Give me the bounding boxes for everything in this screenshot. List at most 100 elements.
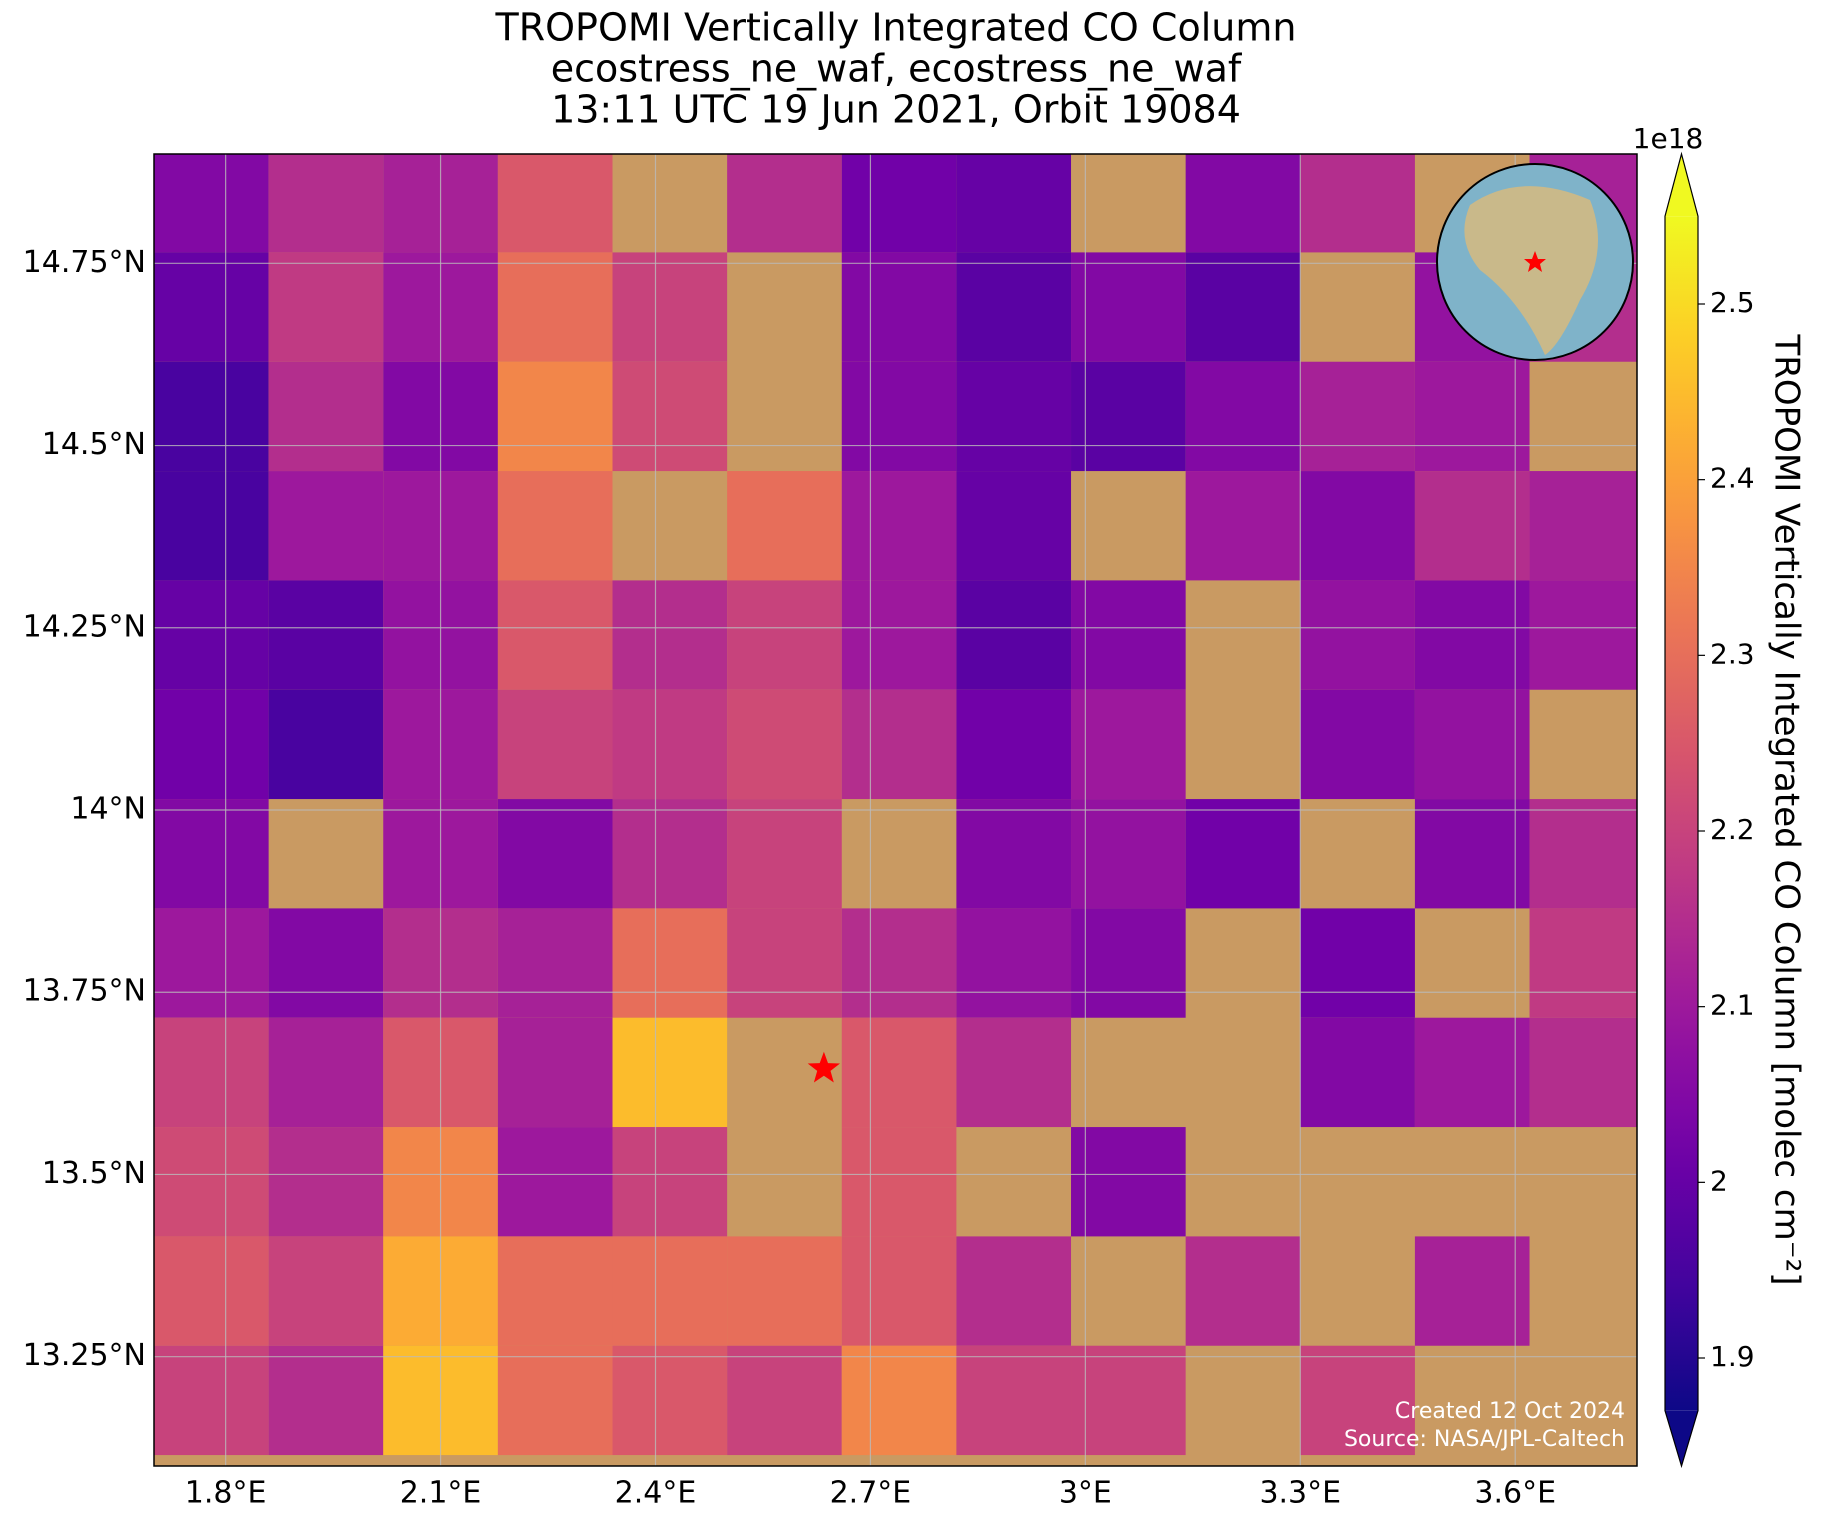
cell (497, 1017, 613, 1128)
cell (956, 154, 1072, 253)
cell (1300, 580, 1415, 690)
x-tick-label: 2.1°E (400, 1476, 482, 1511)
cell (1414, 580, 1530, 690)
cell (841, 1127, 957, 1237)
cell (1185, 799, 1301, 909)
cell (612, 908, 728, 1018)
cell (497, 1345, 613, 1456)
cell (956, 1236, 1072, 1346)
cell (268, 471, 384, 581)
grid (154, 154, 1637, 1466)
cell (612, 1017, 728, 1128)
cell (841, 689, 957, 800)
colorbar-tick-label: 2.3 (1710, 637, 1755, 670)
cell (727, 689, 842, 800)
cell (727, 1236, 842, 1346)
cell (841, 361, 957, 472)
cell (612, 689, 728, 800)
cell (841, 1236, 957, 1346)
cell (956, 580, 1072, 690)
cell (1414, 799, 1530, 909)
cell (497, 689, 613, 800)
cell (1300, 361, 1415, 472)
cell (497, 1127, 613, 1237)
cell (612, 252, 728, 362)
cell (154, 908, 269, 1018)
cell (1071, 252, 1186, 362)
cell (268, 1017, 384, 1128)
cell (612, 1236, 728, 1346)
y-tick-label: 14.5°N (42, 427, 146, 462)
cell (154, 1236, 269, 1346)
cell (727, 154, 842, 253)
cell (1529, 799, 1637, 909)
cell (727, 471, 842, 581)
cell (154, 1345, 269, 1456)
cell (268, 1236, 384, 1346)
colorbar-tick-label: 2.2 (1710, 813, 1755, 846)
colorbar-tick-label: 1.9 (1710, 1340, 1755, 1373)
site-marker (807, 1051, 840, 1083)
cell (1185, 471, 1301, 581)
cell (268, 252, 384, 362)
cell (1185, 154, 1301, 253)
cell (841, 580, 957, 690)
cell (841, 471, 957, 581)
cell (497, 580, 613, 690)
cell (841, 908, 957, 1018)
cell (497, 361, 613, 472)
cell (956, 799, 1072, 909)
cell (1414, 471, 1530, 581)
cell (154, 1127, 269, 1237)
cell (1300, 1017, 1415, 1128)
cell (841, 154, 957, 253)
colorbar-extend (1665, 154, 1698, 217)
cell (727, 1345, 842, 1456)
cell (497, 908, 613, 1018)
cell (841, 252, 957, 362)
cell (1071, 689, 1186, 800)
cell (1414, 361, 1530, 472)
x-tick-label: 3.3°E (1259, 1476, 1341, 1511)
cell (956, 471, 1072, 581)
colorbar-tick-label: 2.4 (1710, 462, 1755, 495)
cell (154, 252, 269, 362)
cell (154, 799, 269, 909)
cell (1300, 154, 1415, 253)
y-tick-label: 14°N (70, 792, 146, 827)
cell (1529, 908, 1637, 1018)
credit: Created 12 Oct 2024 (1395, 1399, 1625, 1424)
cell (154, 471, 269, 581)
cell (268, 154, 384, 253)
cell (956, 908, 1072, 1018)
cell (956, 252, 1072, 362)
cell (497, 154, 613, 253)
colorbar-frame (1664, 151, 1699, 1469)
cell (268, 908, 384, 1018)
cell (1071, 361, 1186, 472)
cell (497, 252, 613, 362)
y-tick-label: 14.25°N (23, 609, 146, 644)
cell (1414, 1017, 1530, 1128)
cell (612, 1345, 728, 1456)
colorbar-tick-label: 2 (1710, 1164, 1728, 1197)
cell (1071, 1345, 1186, 1456)
chart-title: 13:11 UTC 19 Jun 2021, Orbit 19084 (551, 88, 1241, 132)
colorbar: 1.9 2 2.1 2.2 2.3 2.4 2.5 (1664, 151, 1755, 1469)
credit: Source: NASA/JPL-Caltech (1344, 1427, 1625, 1452)
y-tick-label: 13.25°N (23, 1338, 146, 1373)
x-tick-label: 2.7°E (830, 1476, 912, 1511)
x-tick-label: 1.8°E (185, 1476, 267, 1511)
colorbar-body (1665, 216, 1698, 1411)
colorbar-extend (1665, 1410, 1698, 1466)
cell (497, 1236, 613, 1346)
cell (154, 154, 269, 253)
cell (268, 361, 384, 472)
cell (956, 1345, 1072, 1456)
cell (1300, 1345, 1415, 1456)
cell (612, 361, 728, 472)
chart-title: TROPOMI Vertically Integrated CO Column (495, 6, 1297, 50)
cell (1071, 1127, 1186, 1237)
colorbar-offset: 1e18 (1633, 122, 1704, 155)
cell (956, 361, 1072, 472)
